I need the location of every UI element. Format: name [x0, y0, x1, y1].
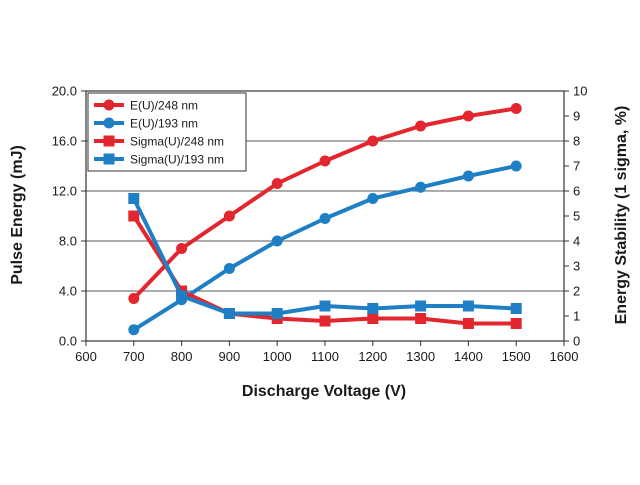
data-point-sigma-u-193-nm — [223, 308, 235, 319]
legend-marker-sigma-u-193-nm — [103, 153, 115, 165]
data-point-e-u-193-nm — [223, 263, 235, 274]
data-point-e-u-193-nm — [510, 160, 522, 172]
data-point-sigma-u-248-nm — [462, 318, 474, 329]
y-left-tick-label: 8.0 — [59, 234, 77, 249]
x-tick-label: 1600 — [550, 349, 579, 364]
data-point-sigma-u-248-nm — [128, 210, 140, 222]
data-point-e-u-248-nm — [176, 243, 188, 254]
x-tick-label: 1300 — [406, 349, 435, 364]
data-point-sigma-u-248-nm — [510, 318, 522, 329]
data-point-sigma-u-193-nm — [415, 300, 427, 312]
y-left-tick-label: 20.0 — [52, 84, 77, 99]
x-tick-label: 1400 — [454, 349, 483, 364]
y-left-tick-label: 0.0 — [59, 334, 77, 349]
data-point-e-u-248-nm — [510, 103, 522, 114]
data-point-sigma-u-248-nm — [415, 313, 427, 324]
legend-label-sigma-u-193-nm: Sigma(U)/193 nm — [130, 153, 224, 167]
y-right-tick-label: 9 — [573, 109, 580, 124]
data-point-sigma-u-248-nm — [319, 315, 331, 327]
x-axis-title: Discharge Voltage (V) — [242, 383, 406, 400]
data-point-e-u-193-nm — [367, 193, 379, 204]
data-point-e-u-248-nm — [319, 155, 331, 167]
legend: E(U)/248 nm E(U)/193 nm Sigma(U)/248 nm Sig… — [87, 92, 247, 172]
legend-label-e-u-248-nm: E(U)/248 nm — [130, 99, 198, 113]
y-right-tick-label: 4 — [573, 234, 580, 249]
legend-label-sigma-u-248-nm: Sigma(U)/248 nm — [130, 135, 224, 149]
data-point-e-u-193-nm — [415, 181, 427, 193]
data-point-e-u-248-nm — [462, 110, 474, 122]
data-point-sigma-u-193-nm — [510, 303, 522, 314]
x-tick-label: 1000 — [263, 349, 292, 364]
axis-layer: 600 700 800 900 1000 1100 1200 1300 1400 1500 1600… — [52, 84, 588, 365]
x-tick-label: 600 — [75, 349, 97, 364]
data-point-e-u-248-nm — [223, 210, 235, 222]
y-right-tick-label: 10 — [573, 84, 587, 99]
y-right-tick-label: 3 — [573, 259, 580, 274]
data-point-sigma-u-248-nm — [367, 313, 379, 324]
data-point-sigma-u-193-nm — [271, 308, 283, 319]
data-point-e-u-193-nm — [128, 324, 140, 336]
y-left-tick-label: 16.0 — [52, 134, 77, 149]
y-left-tick-label: 12.0 — [52, 184, 77, 199]
x-tick-label: 1500 — [502, 349, 531, 364]
data-point-e-u-193-nm — [319, 213, 331, 224]
data-point-sigma-u-193-nm — [176, 290, 188, 302]
y-right-tick-label: 6 — [573, 184, 580, 199]
data-point-e-u-248-nm — [128, 293, 140, 304]
x-tick-label: 1100 — [311, 349, 339, 364]
legend-marker-e-u-248-nm — [103, 99, 115, 111]
y-right-tick-label: 8 — [573, 134, 580, 149]
x-tick-label: 700 — [123, 349, 145, 364]
legend-marker-e-u-193-nm — [103, 117, 115, 129]
data-point-sigma-u-193-nm — [462, 300, 474, 312]
legend-label-e-u-193-nm: E(U)/193 nm — [130, 117, 198, 131]
data-point-sigma-u-193-nm — [367, 303, 379, 314]
series-layer — [128, 103, 522, 336]
data-point-e-u-248-nm — [415, 120, 427, 132]
y-right-tick-label: 1 — [573, 309, 580, 324]
y-axis-left-title: Pulse Energy (mJ) — [9, 145, 26, 285]
y-left-tick-label: 4.0 — [59, 284, 77, 299]
data-point-sigma-u-193-nm — [128, 193, 140, 204]
legend-marker-sigma-u-248-nm — [103, 135, 115, 147]
data-point-sigma-u-193-nm — [319, 300, 331, 312]
data-point-e-u-193-nm — [271, 235, 283, 247]
x-tick-label: 800 — [171, 349, 193, 364]
data-point-e-u-248-nm — [367, 135, 379, 147]
data-point-e-u-193-nm — [462, 170, 474, 182]
y-right-tick-label: 0 — [573, 334, 580, 349]
y-right-tick-label: 7 — [573, 159, 580, 174]
y-right-tick-label: 2 — [573, 284, 580, 299]
x-tick-label: 1200 — [358, 349, 387, 364]
y-right-tick-label: 5 — [573, 209, 580, 224]
data-point-e-u-248-nm — [271, 178, 283, 189]
y-axis-right-title: Energy Stability (1 sigma, %) — [613, 106, 630, 325]
x-tick-label: 900 — [219, 349, 241, 364]
